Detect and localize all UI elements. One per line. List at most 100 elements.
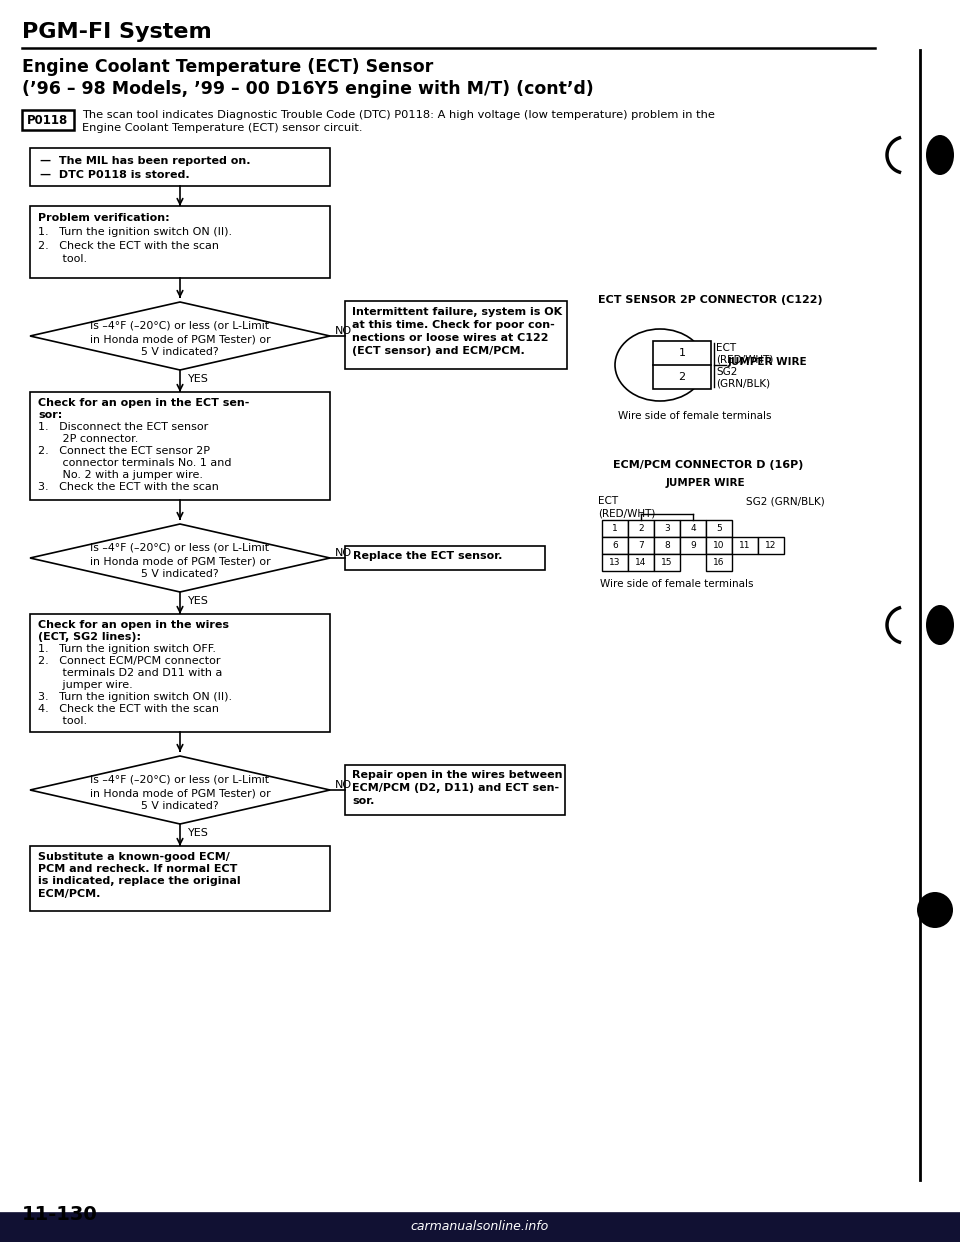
Bar: [628, 554, 654, 571]
Ellipse shape: [926, 605, 954, 645]
Text: 5 V indicated?: 5 V indicated?: [141, 801, 219, 811]
Bar: [680, 520, 706, 537]
Text: at this time. Check for poor con-: at this time. Check for poor con-: [352, 320, 555, 330]
Bar: [628, 537, 654, 554]
Text: sor:: sor:: [38, 410, 62, 420]
Text: YES: YES: [188, 596, 209, 606]
Bar: [654, 554, 680, 571]
Text: ECT: ECT: [716, 343, 736, 353]
Text: 1.   Disconnect the ECT sensor: 1. Disconnect the ECT sensor: [38, 422, 208, 432]
Text: Engine Coolant Temperature (ECT) Sensor: Engine Coolant Temperature (ECT) Sensor: [22, 58, 433, 76]
Text: nections or loose wires at C122: nections or loose wires at C122: [352, 333, 548, 343]
Text: Check for an open in the ECT sen-: Check for an open in the ECT sen-: [38, 397, 250, 409]
Text: 11: 11: [739, 542, 751, 550]
Bar: [706, 554, 732, 571]
Bar: [628, 520, 654, 537]
Text: 16: 16: [713, 558, 725, 568]
Text: NO: NO: [335, 548, 352, 558]
Bar: [680, 537, 706, 554]
Text: 8: 8: [664, 542, 670, 550]
Text: Problem verification:: Problem verification:: [38, 212, 170, 224]
Text: —  The MIL has been reported on.: — The MIL has been reported on.: [40, 156, 251, 166]
Text: JUMPER WIRE: JUMPER WIRE: [728, 356, 807, 366]
Text: connector terminals No. 1 and: connector terminals No. 1 and: [38, 458, 231, 468]
Text: 3.   Turn the ignition switch ON (II).: 3. Turn the ignition switch ON (II).: [38, 692, 232, 702]
Bar: [345, 546, 545, 570]
Text: 2P connector.: 2P connector.: [38, 433, 138, 443]
Text: Engine Coolant Temperature (ECT) sensor circuit.: Engine Coolant Temperature (ECT) sensor …: [82, 123, 363, 133]
Text: ECM/PCM.: ECM/PCM.: [38, 889, 101, 899]
Text: is indicated, replace the original: is indicated, replace the original: [38, 876, 241, 886]
Bar: [602, 520, 628, 537]
Text: 11-130: 11-130: [22, 1205, 98, 1225]
Bar: [758, 537, 784, 554]
Text: The scan tool indicates Diagnostic Trouble Code (DTC) P0118: A high voltage (low: The scan tool indicates Diagnostic Troub…: [82, 111, 715, 120]
Text: (ECT, SG2 lines):: (ECT, SG2 lines):: [38, 632, 141, 642]
Text: 12: 12: [765, 542, 777, 550]
Text: Replace the ECT sensor.: Replace the ECT sensor.: [353, 551, 502, 561]
Text: 15: 15: [661, 558, 673, 568]
Bar: [706, 537, 732, 554]
Text: 1: 1: [612, 524, 618, 533]
Text: Intermittent failure, system is OK: Intermittent failure, system is OK: [352, 307, 563, 317]
Text: 3.   Check the ECT with the scan: 3. Check the ECT with the scan: [38, 482, 219, 492]
Circle shape: [917, 892, 953, 928]
Text: Is –4°F (–20°C) or less (or L-Limit: Is –4°F (–20°C) or less (or L-Limit: [90, 320, 270, 332]
Text: P0118: P0118: [28, 113, 68, 127]
Text: PGM-FI System: PGM-FI System: [22, 22, 212, 42]
Bar: [654, 537, 680, 554]
Text: 1.   Turn the ignition switch ON (II).: 1. Turn the ignition switch ON (II).: [38, 227, 232, 237]
Text: in Honda mode of PGM Tester) or: in Honda mode of PGM Tester) or: [89, 787, 271, 799]
Text: terminals D2 and D11 with a: terminals D2 and D11 with a: [38, 668, 223, 678]
Bar: [602, 554, 628, 571]
Text: 13: 13: [610, 558, 621, 568]
Text: tool.: tool.: [38, 255, 87, 265]
Text: sor.: sor.: [352, 796, 374, 806]
Text: NO: NO: [335, 325, 352, 337]
Polygon shape: [30, 302, 330, 370]
Text: 5 V indicated?: 5 V indicated?: [141, 569, 219, 579]
Text: jumper wire.: jumper wire.: [38, 681, 132, 691]
Text: ECT SENSOR 2P CONNECTOR (C122): ECT SENSOR 2P CONNECTOR (C122): [598, 296, 823, 306]
Text: (RED/WHT): (RED/WHT): [598, 508, 656, 518]
Text: ECM/PCM (D2, D11) and ECT sen-: ECM/PCM (D2, D11) and ECT sen-: [352, 782, 559, 792]
Bar: [30, 148, 330, 186]
Bar: [602, 537, 628, 554]
Bar: [732, 537, 758, 554]
Text: 5 V indicated?: 5 V indicated?: [141, 347, 219, 356]
Text: 7: 7: [638, 542, 644, 550]
Text: SG2: SG2: [716, 366, 737, 378]
Text: 1.   Turn the ignition switch OFF.: 1. Turn the ignition switch OFF.: [38, 645, 216, 655]
Text: PCM and recheck. If normal ECT: PCM and recheck. If normal ECT: [38, 864, 237, 874]
Text: Repair open in the wires between: Repair open in the wires between: [352, 770, 563, 780]
Text: Check for an open in the wires: Check for an open in the wires: [38, 620, 229, 630]
Text: Substitute a known-good ECM/: Substitute a known-good ECM/: [38, 852, 229, 862]
Text: 9: 9: [690, 542, 696, 550]
Polygon shape: [30, 756, 330, 823]
Text: (ECT sensor) and ECM/PCM.: (ECT sensor) and ECM/PCM.: [352, 347, 525, 356]
Text: 4.   Check the ECT with the scan: 4. Check the ECT with the scan: [38, 704, 219, 714]
Ellipse shape: [926, 135, 954, 175]
Text: tool.: tool.: [38, 715, 87, 727]
Text: Wire side of female terminals: Wire side of female terminals: [618, 411, 772, 421]
Bar: [345, 301, 567, 369]
Text: 5: 5: [716, 524, 722, 533]
Text: 2.   Connect ECM/PCM connector: 2. Connect ECM/PCM connector: [38, 656, 221, 666]
Text: 2: 2: [638, 524, 644, 533]
Bar: [30, 614, 330, 732]
Bar: [22, 111, 74, 130]
Bar: [30, 206, 330, 278]
Text: Wire side of female terminals: Wire side of female terminals: [600, 579, 754, 589]
Text: carmanualsonline.info: carmanualsonline.info: [411, 1221, 549, 1233]
Bar: [0, 1213, 960, 1242]
Bar: [654, 520, 680, 537]
Text: 6: 6: [612, 542, 618, 550]
Bar: [345, 765, 565, 815]
Text: 2.   Connect the ECT sensor 2P: 2. Connect the ECT sensor 2P: [38, 446, 210, 456]
Bar: [706, 520, 732, 537]
Text: 2.   Check the ECT with the scan: 2. Check the ECT with the scan: [38, 241, 219, 251]
Text: (’96 – 98 Models, ’99 – 00 D16Y5 engine with M/T) (cont’d): (’96 – 98 Models, ’99 – 00 D16Y5 engine …: [22, 79, 593, 98]
Text: No. 2 with a jumper wire.: No. 2 with a jumper wire.: [38, 469, 203, 479]
Text: 3: 3: [664, 524, 670, 533]
Text: YES: YES: [188, 828, 209, 838]
